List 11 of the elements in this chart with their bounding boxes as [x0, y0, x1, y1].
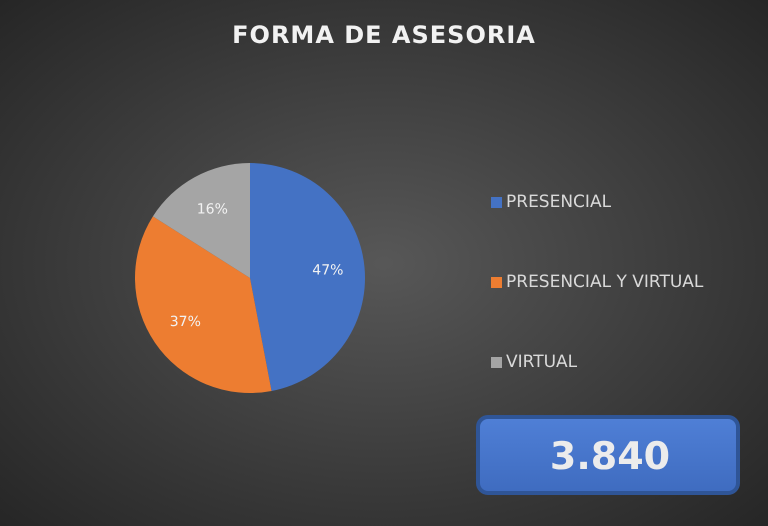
legend-label: PRESENCIAL Y VIRTUAL	[506, 272, 704, 292]
pie-slice	[135, 216, 272, 393]
chart-title: FORMA DE ASESORIA	[232, 21, 536, 49]
data-label: 47%	[312, 262, 344, 279]
text: 3.840	[550, 434, 670, 478]
legend-label: PRESENCIAL	[506, 192, 612, 212]
legend-label: VIRTUAL	[506, 352, 578, 372]
data-label: 37%	[170, 314, 201, 330]
data-label: 16%	[196, 201, 228, 218]
pie-slice	[250, 163, 365, 391]
pie-slice	[152, 163, 250, 278]
